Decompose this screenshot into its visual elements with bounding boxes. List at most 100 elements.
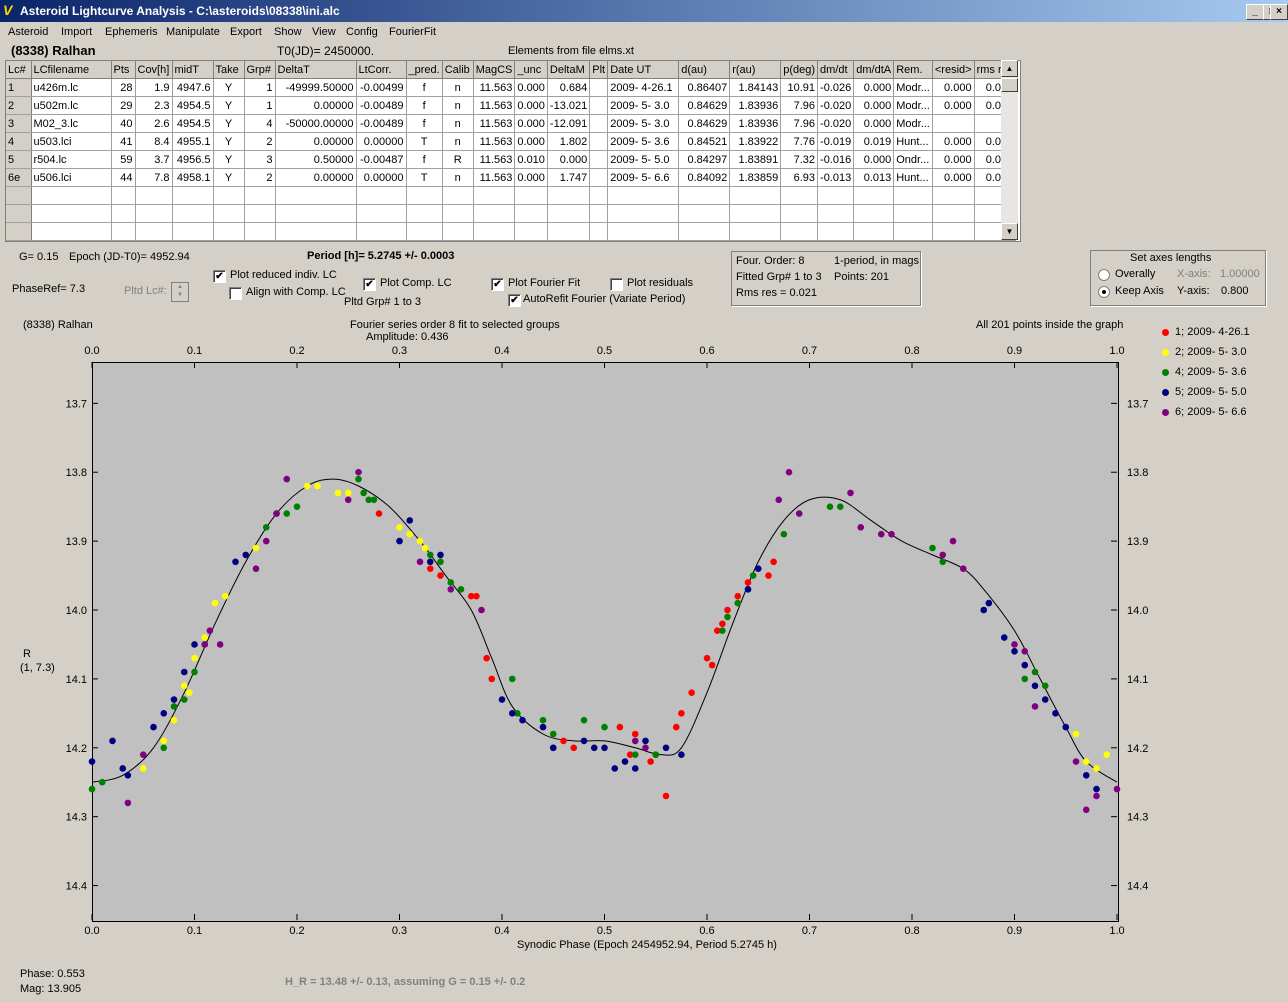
column-header[interactable]: Plt bbox=[589, 61, 609, 79]
table-cell[interactable] bbox=[172, 186, 214, 205]
table-cell[interactable]: 0.84629 bbox=[678, 96, 731, 115]
table-row[interactable]: 3 M02_3.lc 40 2.6 4954.5 Y 4 -50000.00000 -0.004… bbox=[6, 114, 1017, 133]
table-cell[interactable] bbox=[172, 204, 214, 223]
table-cell[interactable]: 4956.5 bbox=[172, 150, 214, 169]
table-cell[interactable] bbox=[356, 204, 407, 223]
table-cell[interactable] bbox=[893, 222, 933, 241]
table-cell[interactable]: 0.000 bbox=[853, 150, 895, 169]
table-cell[interactable]: 0.000 bbox=[932, 132, 975, 151]
table-cell[interactable]: 2.3 bbox=[135, 96, 173, 115]
table-cell[interactable]: 1.83936 bbox=[729, 114, 782, 133]
table-cell[interactable] bbox=[729, 204, 782, 223]
table-cell[interactable]: 44 bbox=[111, 168, 136, 187]
table-cell[interactable]: 11.563 bbox=[473, 96, 516, 115]
row-header[interactable] bbox=[6, 222, 32, 241]
table-cell[interactable] bbox=[817, 186, 855, 205]
table-cell[interactable] bbox=[275, 186, 357, 205]
table-cell[interactable] bbox=[607, 186, 680, 205]
column-header[interactable]: Rem. bbox=[893, 61, 933, 79]
menu-show[interactable]: Show bbox=[274, 26, 302, 38]
table-cell[interactable]: 0.000 bbox=[853, 78, 895, 97]
xaxis-value[interactable]: 1.00000 bbox=[1220, 268, 1260, 280]
column-header[interactable]: Date UT bbox=[607, 61, 680, 79]
table-cell[interactable]: 0.013 bbox=[853, 168, 895, 187]
plot-area[interactable] bbox=[92, 362, 1119, 922]
table-row-empty[interactable] bbox=[6, 186, 1017, 205]
table-cell[interactable]: 11.563 bbox=[473, 168, 516, 187]
table-cell[interactable]: 1.83891 bbox=[729, 150, 782, 169]
table-cell[interactable] bbox=[678, 186, 731, 205]
table-cell[interactable] bbox=[780, 186, 819, 205]
column-header[interactable]: MagCS bbox=[473, 61, 516, 79]
table-cell[interactable]: -0.00489 bbox=[356, 114, 407, 133]
table-cell[interactable]: 0.684 bbox=[547, 78, 591, 97]
table-cell[interactable]: 1.84143 bbox=[729, 78, 782, 97]
table-cell[interactable]: 7.96 bbox=[780, 114, 819, 133]
table-cell[interactable]: M02_3.lc bbox=[31, 114, 112, 133]
table-cell[interactable] bbox=[473, 222, 516, 241]
column-header[interactable]: _pred. bbox=[406, 61, 443, 79]
keep-axis-radio[interactable] bbox=[1098, 286, 1110, 298]
table-cell[interactable] bbox=[244, 204, 276, 223]
table-cell[interactable]: 11.563 bbox=[473, 78, 516, 97]
table-cell[interactable] bbox=[547, 222, 591, 241]
column-header[interactable]: LtCorr. bbox=[356, 61, 407, 79]
menu-asteroid[interactable]: Asteroid bbox=[8, 26, 49, 38]
column-header[interactable]: midT bbox=[172, 61, 214, 79]
table-cell[interactable] bbox=[589, 114, 609, 133]
table-cell[interactable]: f bbox=[406, 150, 443, 169]
menu-config[interactable]: Config bbox=[346, 26, 378, 38]
table-cell[interactable] bbox=[589, 96, 609, 115]
table-cell[interactable] bbox=[213, 186, 245, 205]
table-cell[interactable]: 29 bbox=[111, 96, 136, 115]
scroll-thumb[interactable] bbox=[1001, 78, 1018, 92]
table-cell[interactable]: 1 bbox=[244, 96, 276, 115]
plot-comp-checkbox[interactable]: ✔ bbox=[363, 278, 376, 291]
table-cell[interactable] bbox=[172, 222, 214, 241]
table-cell[interactable]: 0.000 bbox=[932, 78, 975, 97]
table-cell[interactable]: 0.84521 bbox=[678, 132, 731, 151]
table-cell[interactable] bbox=[135, 204, 173, 223]
table-scrollbar[interactable]: ▲ ▼ bbox=[1001, 60, 1018, 240]
table-cell[interactable] bbox=[406, 204, 443, 223]
table-cell[interactable] bbox=[473, 186, 516, 205]
table-cell[interactable]: 1.747 bbox=[547, 168, 591, 187]
table-cell[interactable]: R bbox=[442, 150, 474, 169]
autorefit-checkbox[interactable]: ✔ bbox=[508, 294, 521, 307]
column-header[interactable]: Calib bbox=[442, 61, 474, 79]
menu-manipulate[interactable]: Manipulate bbox=[166, 26, 220, 38]
table-cell[interactable]: Y bbox=[213, 96, 245, 115]
table-cell[interactable]: 2 bbox=[244, 132, 276, 151]
column-header[interactable]: LCfilename bbox=[31, 61, 112, 79]
table-cell[interactable] bbox=[932, 186, 975, 205]
table-cell[interactable]: 4954.5 bbox=[172, 96, 214, 115]
table-cell[interactable]: n bbox=[442, 132, 474, 151]
table-cell[interactable]: -0.00487 bbox=[356, 150, 407, 169]
table-cell[interactable] bbox=[135, 222, 173, 241]
table-cell[interactable]: Y bbox=[213, 78, 245, 97]
table-cell[interactable]: f bbox=[406, 96, 443, 115]
table-cell[interactable]: Hunt... bbox=[893, 168, 933, 187]
table-cell[interactable] bbox=[135, 186, 173, 205]
table-cell[interactable] bbox=[932, 114, 975, 133]
table-cell[interactable]: 0.000 bbox=[514, 78, 548, 97]
table-cell[interactable] bbox=[356, 222, 407, 241]
table-cell[interactable]: -12.091 bbox=[547, 114, 591, 133]
overally-radio[interactable] bbox=[1098, 269, 1110, 281]
plot-fourier-checkbox[interactable]: ✔ bbox=[491, 278, 504, 291]
column-header[interactable]: Cov[h] bbox=[135, 61, 173, 79]
table-cell[interactable]: 2009- 5- 3.0 bbox=[607, 96, 680, 115]
table-cell[interactable]: 7.8 bbox=[135, 168, 173, 187]
table-cell[interactable] bbox=[111, 222, 136, 241]
table-cell[interactable]: -0.020 bbox=[817, 114, 855, 133]
table-cell[interactable]: 2009- 4-26.1 bbox=[607, 78, 680, 97]
yaxis-value[interactable]: 0.800 bbox=[1221, 285, 1249, 297]
table-cell[interactable]: -0.016 bbox=[817, 150, 855, 169]
table-cell[interactable] bbox=[589, 150, 609, 169]
table-cell[interactable]: 0.000 bbox=[514, 114, 548, 133]
table-cell[interactable]: T bbox=[406, 168, 443, 187]
table-cell[interactable]: 7.32 bbox=[780, 150, 819, 169]
table-cell[interactable] bbox=[893, 204, 933, 223]
table-cell[interactable]: 0.010 bbox=[514, 150, 548, 169]
